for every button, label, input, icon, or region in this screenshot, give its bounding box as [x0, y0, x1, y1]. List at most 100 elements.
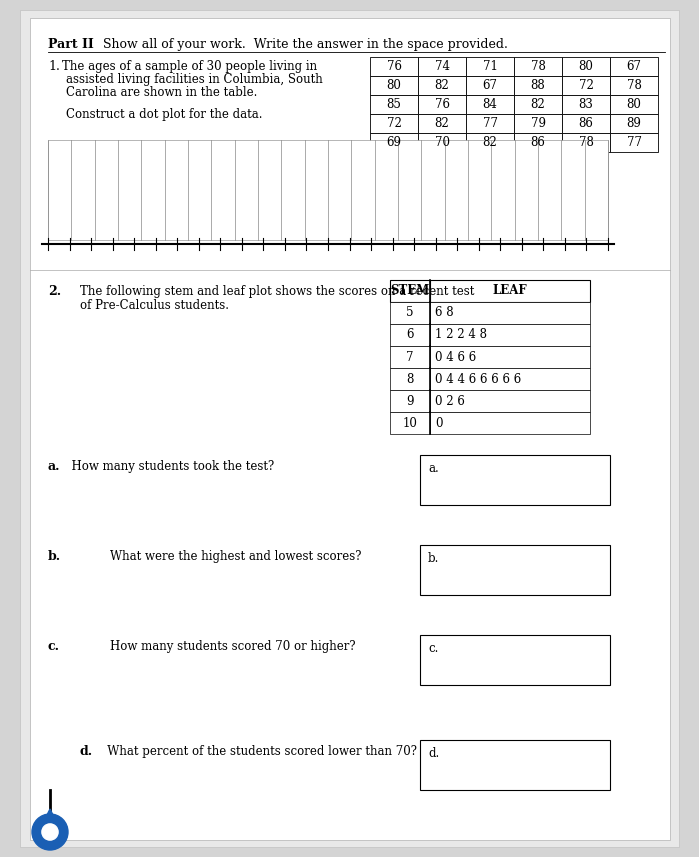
Text: b.: b. [428, 552, 440, 565]
Text: 1 2 2 4 8: 1 2 2 4 8 [435, 328, 487, 341]
Bar [418, 95, 466, 114]
Text: 2.: 2. [48, 285, 61, 298]
Text: 8: 8 [406, 373, 414, 386]
Bar [418, 114, 466, 133]
Bar [610, 76, 658, 95]
Bar [370, 76, 418, 95]
Bar [390, 280, 430, 302]
Bar [610, 114, 658, 133]
Text: LEAF: LEAF [493, 284, 527, 297]
Text: a.: a. [428, 462, 439, 475]
Circle shape [42, 824, 58, 840]
Bar [610, 95, 658, 114]
Text: b.: b. [48, 550, 61, 563]
Text: 86: 86 [531, 136, 545, 149]
Bar [562, 57, 610, 76]
Text: 77: 77 [626, 136, 642, 149]
Text: 70: 70 [435, 136, 449, 149]
Text: 79: 79 [531, 117, 545, 130]
Text: 89: 89 [626, 117, 642, 130]
Text: 6 8: 6 8 [435, 307, 454, 320]
Bar [430, 280, 590, 302]
Text: 82: 82 [482, 136, 498, 149]
Text: The ages of a sample of 30 people living in: The ages of a sample of 30 people living… [62, 60, 317, 73]
Bar [420, 635, 610, 685]
Text: 0 2 6: 0 2 6 [435, 394, 465, 407]
Bar [390, 390, 430, 412]
Bar [514, 95, 562, 114]
Bar [562, 95, 610, 114]
Text: 80: 80 [626, 98, 642, 111]
Text: 85: 85 [387, 98, 401, 111]
Text: 78: 78 [579, 136, 593, 149]
Bar [466, 95, 514, 114]
Bar [418, 57, 466, 76]
Bar [390, 302, 430, 324]
Bar [430, 302, 590, 324]
Text: d.: d. [80, 745, 93, 758]
Text: c.: c. [48, 640, 60, 653]
Bar [370, 114, 418, 133]
Bar [48, 140, 608, 240]
Bar [514, 57, 562, 76]
Text: Part II: Part II [48, 38, 94, 51]
Text: 0 4 4 6 6 6 6 6: 0 4 4 6 6 6 6 6 [435, 373, 521, 386]
Text: 10: 10 [403, 417, 417, 429]
Text: of Pre-Calculus students.: of Pre-Calculus students. [80, 299, 229, 312]
Bar [514, 133, 562, 152]
Text: 1.: 1. [48, 60, 60, 73]
Bar [418, 76, 466, 95]
Text: 84: 84 [482, 98, 498, 111]
Bar [514, 76, 562, 95]
Text: 0 4 6 6: 0 4 6 6 [435, 351, 476, 363]
Bar [370, 133, 418, 152]
Text: 67: 67 [626, 60, 642, 73]
Bar [420, 545, 610, 595]
Bar [390, 412, 430, 434]
Text: Carolina are shown in the table.: Carolina are shown in the table. [66, 86, 257, 99]
Text: 80: 80 [579, 60, 593, 73]
Bar [562, 133, 610, 152]
Text: 7: 7 [406, 351, 414, 363]
Bar [420, 455, 610, 505]
Bar [466, 114, 514, 133]
Text: 67: 67 [482, 79, 498, 92]
Text: 76: 76 [387, 60, 401, 73]
Bar [370, 57, 418, 76]
Bar [418, 133, 466, 152]
Text: c.: c. [428, 642, 438, 655]
Text: 78: 78 [531, 60, 545, 73]
Text: What percent of the students scored lower than 70?: What percent of the students scored lowe… [96, 745, 417, 758]
Bar [562, 76, 610, 95]
Text: 0: 0 [435, 417, 442, 429]
Text: 77: 77 [482, 117, 498, 130]
Bar [466, 57, 514, 76]
Bar [466, 76, 514, 95]
Text: 6: 6 [406, 328, 414, 341]
Text: 80: 80 [387, 79, 401, 92]
Bar [430, 390, 590, 412]
Text: 88: 88 [531, 79, 545, 92]
Bar [370, 95, 418, 114]
Text: Show all of your work.  Write the answer in the space provided.: Show all of your work. Write the answer … [95, 38, 508, 51]
Bar [466, 133, 514, 152]
Text: The following stem and leaf plot shows the scores on a recent test: The following stem and leaf plot shows t… [80, 285, 475, 298]
Text: 72: 72 [579, 79, 593, 92]
Text: 83: 83 [579, 98, 593, 111]
Text: 82: 82 [435, 79, 449, 92]
Text: 78: 78 [626, 79, 642, 92]
Circle shape [32, 814, 68, 850]
Bar [390, 346, 430, 368]
Text: How many students scored 70 or higher?: How many students scored 70 or higher? [80, 640, 356, 653]
Bar [390, 368, 430, 390]
Bar [430, 346, 590, 368]
Text: 71: 71 [482, 60, 498, 73]
Text: 82: 82 [435, 117, 449, 130]
Bar [430, 412, 590, 434]
Text: 9: 9 [406, 394, 414, 407]
Bar [420, 740, 610, 790]
Text: 76: 76 [435, 98, 449, 111]
Bar [430, 368, 590, 390]
Text: 69: 69 [387, 136, 401, 149]
Text: 74: 74 [435, 60, 449, 73]
